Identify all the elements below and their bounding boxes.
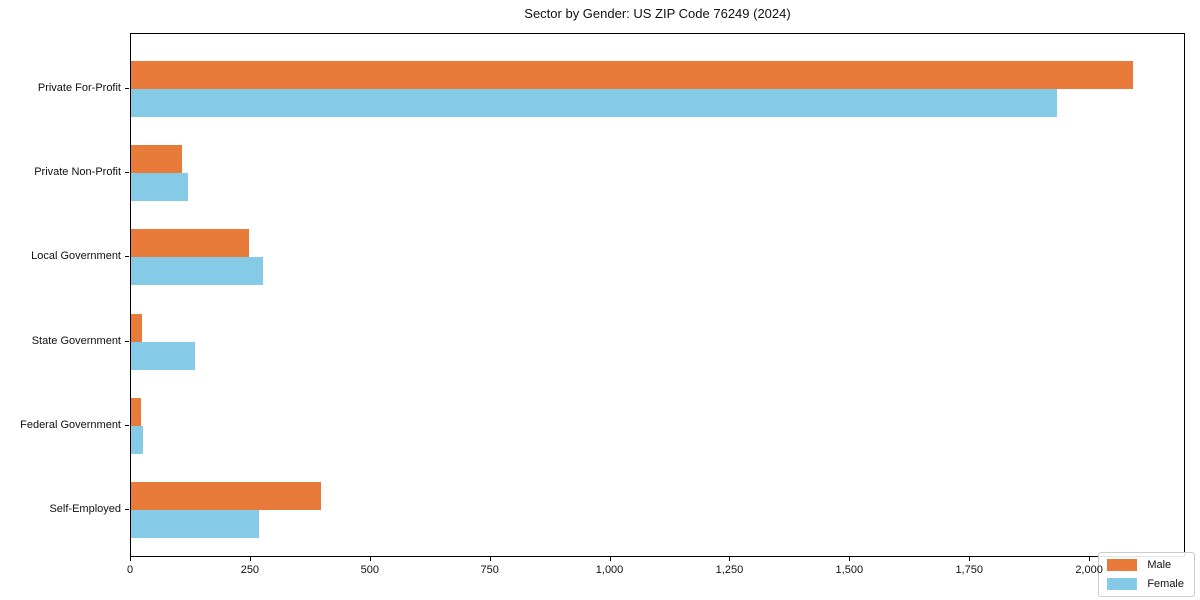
bar-female-6 (131, 510, 259, 538)
x-tick-label: 750 (480, 564, 499, 576)
bar-female-3 (131, 257, 264, 286)
bar-female-5 (131, 425, 143, 454)
y-category-label: Self-Employed (49, 503, 121, 515)
legend-label: Male (1147, 559, 1172, 571)
y-category-label: Private Non-Profit (34, 166, 121, 179)
legend-label: Female (1147, 578, 1184, 590)
y-category-label: Private For-Profit (37, 82, 121, 94)
bar-male-4 (131, 313, 142, 342)
x-tick-mark (489, 557, 491, 561)
x-tick-label: 500 (360, 564, 379, 576)
x-tick-mark (1089, 557, 1091, 561)
x-tick-mark (729, 557, 731, 561)
y-tick-mark (125, 509, 129, 510)
x-tick-label: 1,750 (955, 564, 983, 576)
x-tick-label: 2,000 (1075, 564, 1103, 576)
bar-male-3 (131, 229, 250, 258)
x-tick-mark (369, 557, 371, 561)
legend: Male Female (1098, 552, 1195, 597)
y-tick-mark (125, 424, 129, 426)
legend-entry-male: Male (1107, 559, 1184, 571)
legend-entry-female: Female (1107, 578, 1184, 590)
y-category-label: Federal Government (20, 418, 121, 431)
bar-male-5 (131, 397, 141, 426)
x-tick-mark (849, 557, 851, 561)
y-category-label: Local Government (31, 250, 121, 263)
x-tick-mark (249, 557, 251, 561)
x-tick-label: 0 (126, 564, 134, 576)
x-tick-mark (969, 557, 971, 561)
x-tick-label: 1,500 (835, 564, 864, 576)
bar-female-4 (131, 341, 195, 370)
x-tick-mark (609, 557, 611, 561)
y-tick-mark (125, 340, 129, 342)
bar-male-1 (131, 61, 1134, 89)
legend-swatch-female-icon (1107, 578, 1138, 590)
bar-male-2 (131, 145, 183, 174)
y-category-label: State Government (31, 334, 121, 347)
x-tick-label: 1,000 (595, 564, 624, 576)
x-tick-mark (130, 557, 131, 561)
y-tick-mark (125, 172, 129, 174)
bar-male-6 (131, 482, 321, 510)
chart-title: Sector by Gender: US ZIP Code 76249 (202… (524, 6, 791, 21)
bar-female-2 (131, 173, 189, 202)
legend-swatch-male-icon (1107, 559, 1138, 571)
y-tick-mark (125, 256, 129, 258)
plot-area (130, 33, 1185, 557)
bar-female-1 (131, 89, 1057, 117)
y-tick-mark (125, 88, 129, 89)
x-tick-label: 1,250 (715, 564, 744, 576)
x-tick-label: 250 (240, 564, 260, 576)
